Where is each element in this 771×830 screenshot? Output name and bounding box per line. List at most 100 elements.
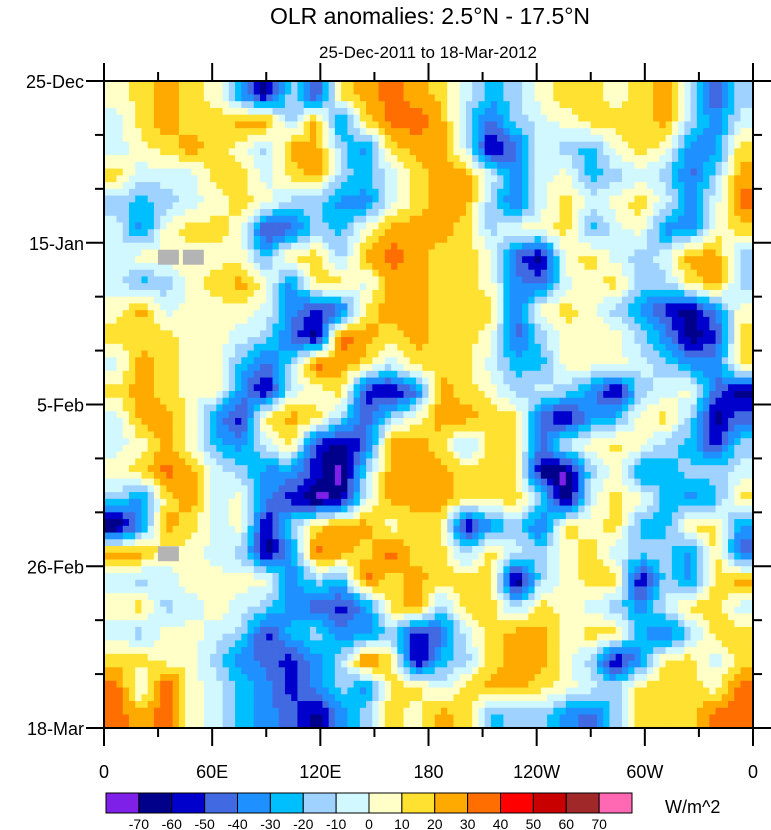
heatmap-cell bbox=[272, 202, 280, 210]
heatmap-cell bbox=[409, 114, 417, 123]
heatmap-cell bbox=[297, 242, 305, 251]
heatmap-cell bbox=[540, 94, 548, 102]
heatmap-cell bbox=[104, 215, 111, 224]
heatmap-cell bbox=[584, 316, 592, 325]
heatmap-cell bbox=[540, 262, 548, 271]
heatmap-cell bbox=[596, 384, 604, 392]
heatmap-cell bbox=[409, 229, 417, 237]
heatmap-cell bbox=[578, 289, 586, 298]
heatmap-cell bbox=[185, 262, 192, 271]
heatmap-cell bbox=[228, 242, 236, 251]
heatmap-cell bbox=[122, 229, 130, 237]
heatmap-cell bbox=[384, 269, 392, 278]
heatmap-cell bbox=[715, 377, 723, 385]
heatmap-cell bbox=[241, 107, 249, 116]
heatmap-cell bbox=[484, 141, 492, 149]
heatmap-cell bbox=[372, 161, 380, 170]
heatmap-cell bbox=[316, 384, 324, 392]
heatmap-cell bbox=[210, 283, 217, 291]
heatmap-cell bbox=[216, 330, 224, 338]
heatmap-cell bbox=[490, 249, 498, 257]
heatmap-cell bbox=[372, 397, 380, 406]
heatmap-cell bbox=[247, 283, 255, 291]
heatmap-cell bbox=[272, 114, 280, 123]
heatmap-cell bbox=[734, 269, 742, 278]
heatmap-cell bbox=[534, 114, 542, 123]
heatmap-cell bbox=[553, 323, 561, 331]
heatmap-cell bbox=[465, 316, 473, 325]
heatmap-cell bbox=[609, 215, 617, 224]
heatmap-cell bbox=[160, 289, 167, 298]
heatmap-cell bbox=[590, 87, 598, 96]
heatmap-cell bbox=[210, 101, 217, 109]
heatmap-cell bbox=[328, 384, 336, 392]
heatmap-cell bbox=[734, 148, 742, 156]
heatmap-cell bbox=[447, 323, 455, 331]
heatmap-cell bbox=[690, 269, 698, 278]
heatmap-cell bbox=[122, 87, 130, 96]
heatmap-cell bbox=[728, 155, 735, 163]
heatmap-cell bbox=[740, 87, 748, 96]
heatmap-cell bbox=[740, 249, 748, 257]
heatmap-cell bbox=[534, 121, 542, 129]
heatmap-cell bbox=[359, 310, 367, 318]
heatmap-cell bbox=[547, 229, 554, 237]
heatmap-cell bbox=[584, 81, 592, 89]
heatmap-cell bbox=[453, 222, 461, 230]
heatmap-cell bbox=[378, 141, 386, 149]
heatmap-cell bbox=[297, 215, 305, 224]
heatmap-cell bbox=[372, 101, 380, 109]
heatmap-cell bbox=[272, 249, 280, 257]
heatmap-cell bbox=[160, 222, 167, 230]
heatmap-cell bbox=[316, 350, 324, 358]
heatmap-cell bbox=[465, 269, 473, 278]
heatmap-cell bbox=[197, 229, 205, 237]
heatmap-cell bbox=[709, 168, 717, 176]
heatmap-cell bbox=[665, 121, 673, 129]
heatmap-cell bbox=[553, 384, 561, 392]
heatmap-cell bbox=[721, 303, 729, 311]
heatmap-cell bbox=[728, 121, 735, 129]
heatmap-cell bbox=[272, 364, 280, 372]
heatmap-cell bbox=[322, 101, 330, 109]
heatmap-cell bbox=[453, 141, 461, 149]
heatmap-cell bbox=[359, 276, 367, 284]
heatmap-cell bbox=[216, 114, 224, 123]
heatmap-cell bbox=[122, 236, 130, 244]
heatmap-cell bbox=[353, 310, 361, 318]
heatmap-cell bbox=[216, 384, 224, 392]
heatmap-cell bbox=[621, 262, 629, 271]
heatmap-cell bbox=[341, 188, 348, 197]
heatmap-cell bbox=[222, 377, 230, 385]
heatmap-cell bbox=[709, 330, 717, 338]
heatmap-cell bbox=[272, 209, 280, 217]
heatmap-cell bbox=[384, 343, 392, 352]
heatmap-cell bbox=[135, 209, 143, 217]
heatmap-cell bbox=[366, 323, 373, 331]
heatmap-cell bbox=[690, 87, 698, 96]
heatmap-cell bbox=[291, 175, 299, 183]
heatmap-cell bbox=[185, 364, 192, 372]
heatmap-cell bbox=[534, 316, 542, 325]
heatmap-cell bbox=[391, 94, 398, 102]
heatmap-cell bbox=[646, 377, 654, 385]
heatmap-cell bbox=[559, 87, 567, 96]
heatmap-cell bbox=[247, 364, 255, 372]
heatmap-cell bbox=[503, 87, 511, 96]
heatmap-cell bbox=[185, 182, 192, 190]
heatmap-cell bbox=[659, 310, 667, 318]
heatmap-cell bbox=[684, 81, 692, 89]
heatmap-cell bbox=[241, 114, 249, 123]
heatmap-cell bbox=[559, 256, 567, 264]
heatmap-cell bbox=[503, 148, 511, 156]
heatmap-cell bbox=[210, 323, 217, 331]
heatmap-cell bbox=[740, 289, 748, 298]
heatmap-cell bbox=[222, 182, 230, 190]
heatmap-cell bbox=[634, 236, 642, 244]
heatmap-cell bbox=[434, 350, 442, 358]
heatmap-cell bbox=[515, 364, 523, 372]
heatmap-cell bbox=[628, 175, 636, 183]
heatmap-cell bbox=[416, 114, 423, 123]
heatmap-cell bbox=[141, 269, 149, 278]
heatmap-cell bbox=[172, 357, 180, 365]
